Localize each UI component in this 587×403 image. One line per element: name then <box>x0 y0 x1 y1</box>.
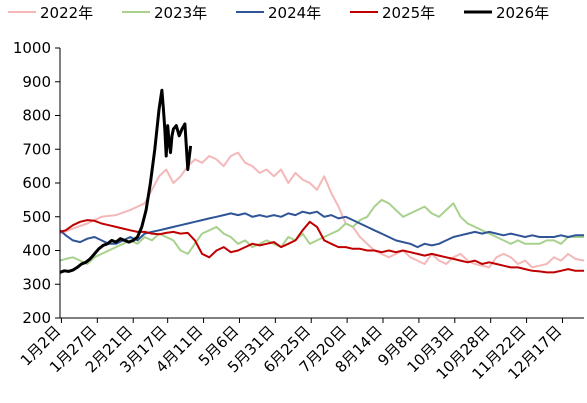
y-tick-label: 1000 <box>13 39 51 57</box>
y-tick-label: 600 <box>22 174 51 192</box>
series-line-3 <box>59 219 584 274</box>
y-tick-label: 900 <box>22 73 51 91</box>
y-tick-label: 200 <box>22 309 51 327</box>
series-line-4 <box>59 88 193 274</box>
plot-area: 200 300 400 500 600 700 800 900 1000 1月2日1月27日2月… <box>13 39 585 383</box>
series-layer <box>59 88 585 274</box>
axes-layer <box>59 48 584 319</box>
y-ticks: 200 300 400 500 600 700 800 900 1000 <box>13 39 60 327</box>
legend-label-4: 2026年 <box>496 4 549 22</box>
legend-label-3: 2025年 <box>382 4 435 22</box>
y-tick-label: 300 <box>22 275 51 293</box>
series-line-2 <box>59 210 584 249</box>
series-line-0 <box>59 151 585 269</box>
series-line-1 <box>59 198 584 265</box>
y-tick-label: 700 <box>22 140 51 158</box>
legend: 2022年 2023年 2024年 2025年 2026年 <box>8 4 549 22</box>
legend-label-2: 2024年 <box>268 4 321 22</box>
legend-label-1: 2023年 <box>154 4 207 22</box>
y-tick-label: 500 <box>22 208 51 226</box>
y-tick-label: 800 <box>22 107 51 125</box>
y-tick-label: 400 <box>22 242 51 260</box>
x-ticks: 1月2日1月27日2月21日3月17日4月11日5月6日5月31日6月25日7月… <box>17 318 565 383</box>
legend-label-0: 2022年 <box>40 4 93 22</box>
